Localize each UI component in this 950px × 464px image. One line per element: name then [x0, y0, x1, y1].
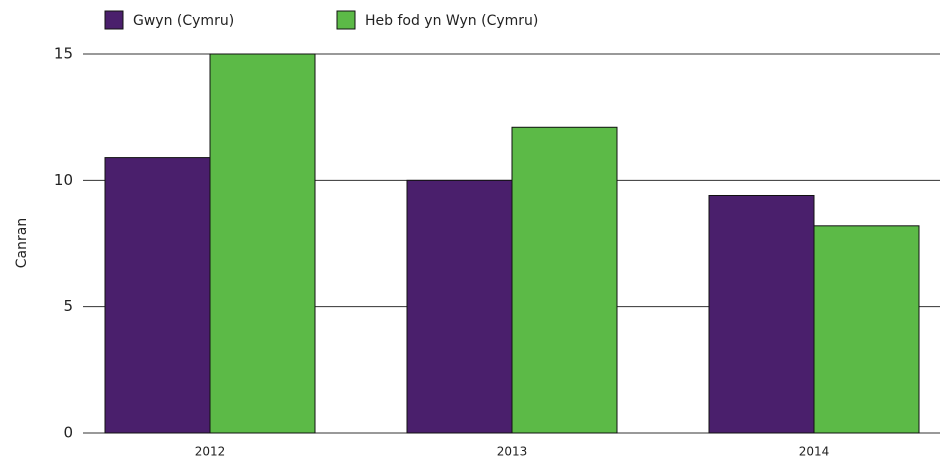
x-tick-label: 2014 [799, 445, 830, 459]
bar [511, 126, 618, 434]
y-axis-label: Canran [14, 218, 30, 268]
y-tick-label: 15 [54, 45, 73, 63]
bar [708, 194, 815, 434]
legend-label: Heb fod yn Wyn (Cymru) [365, 13, 538, 29]
x-tick-label: 2013 [497, 445, 528, 459]
legend-swatch [104, 10, 124, 30]
y-tick-label: 5 [63, 297, 73, 315]
bar [813, 225, 920, 434]
y-tick-label: 10 [54, 171, 73, 189]
legend-label: Gwyn (Cymru) [133, 13, 234, 29]
bar [104, 157, 211, 434]
legend-swatch [336, 10, 356, 30]
y-tick-label: 0 [63, 424, 73, 442]
x-tick-label: 2012 [195, 445, 226, 459]
bar [406, 179, 513, 434]
bar [209, 53, 316, 434]
